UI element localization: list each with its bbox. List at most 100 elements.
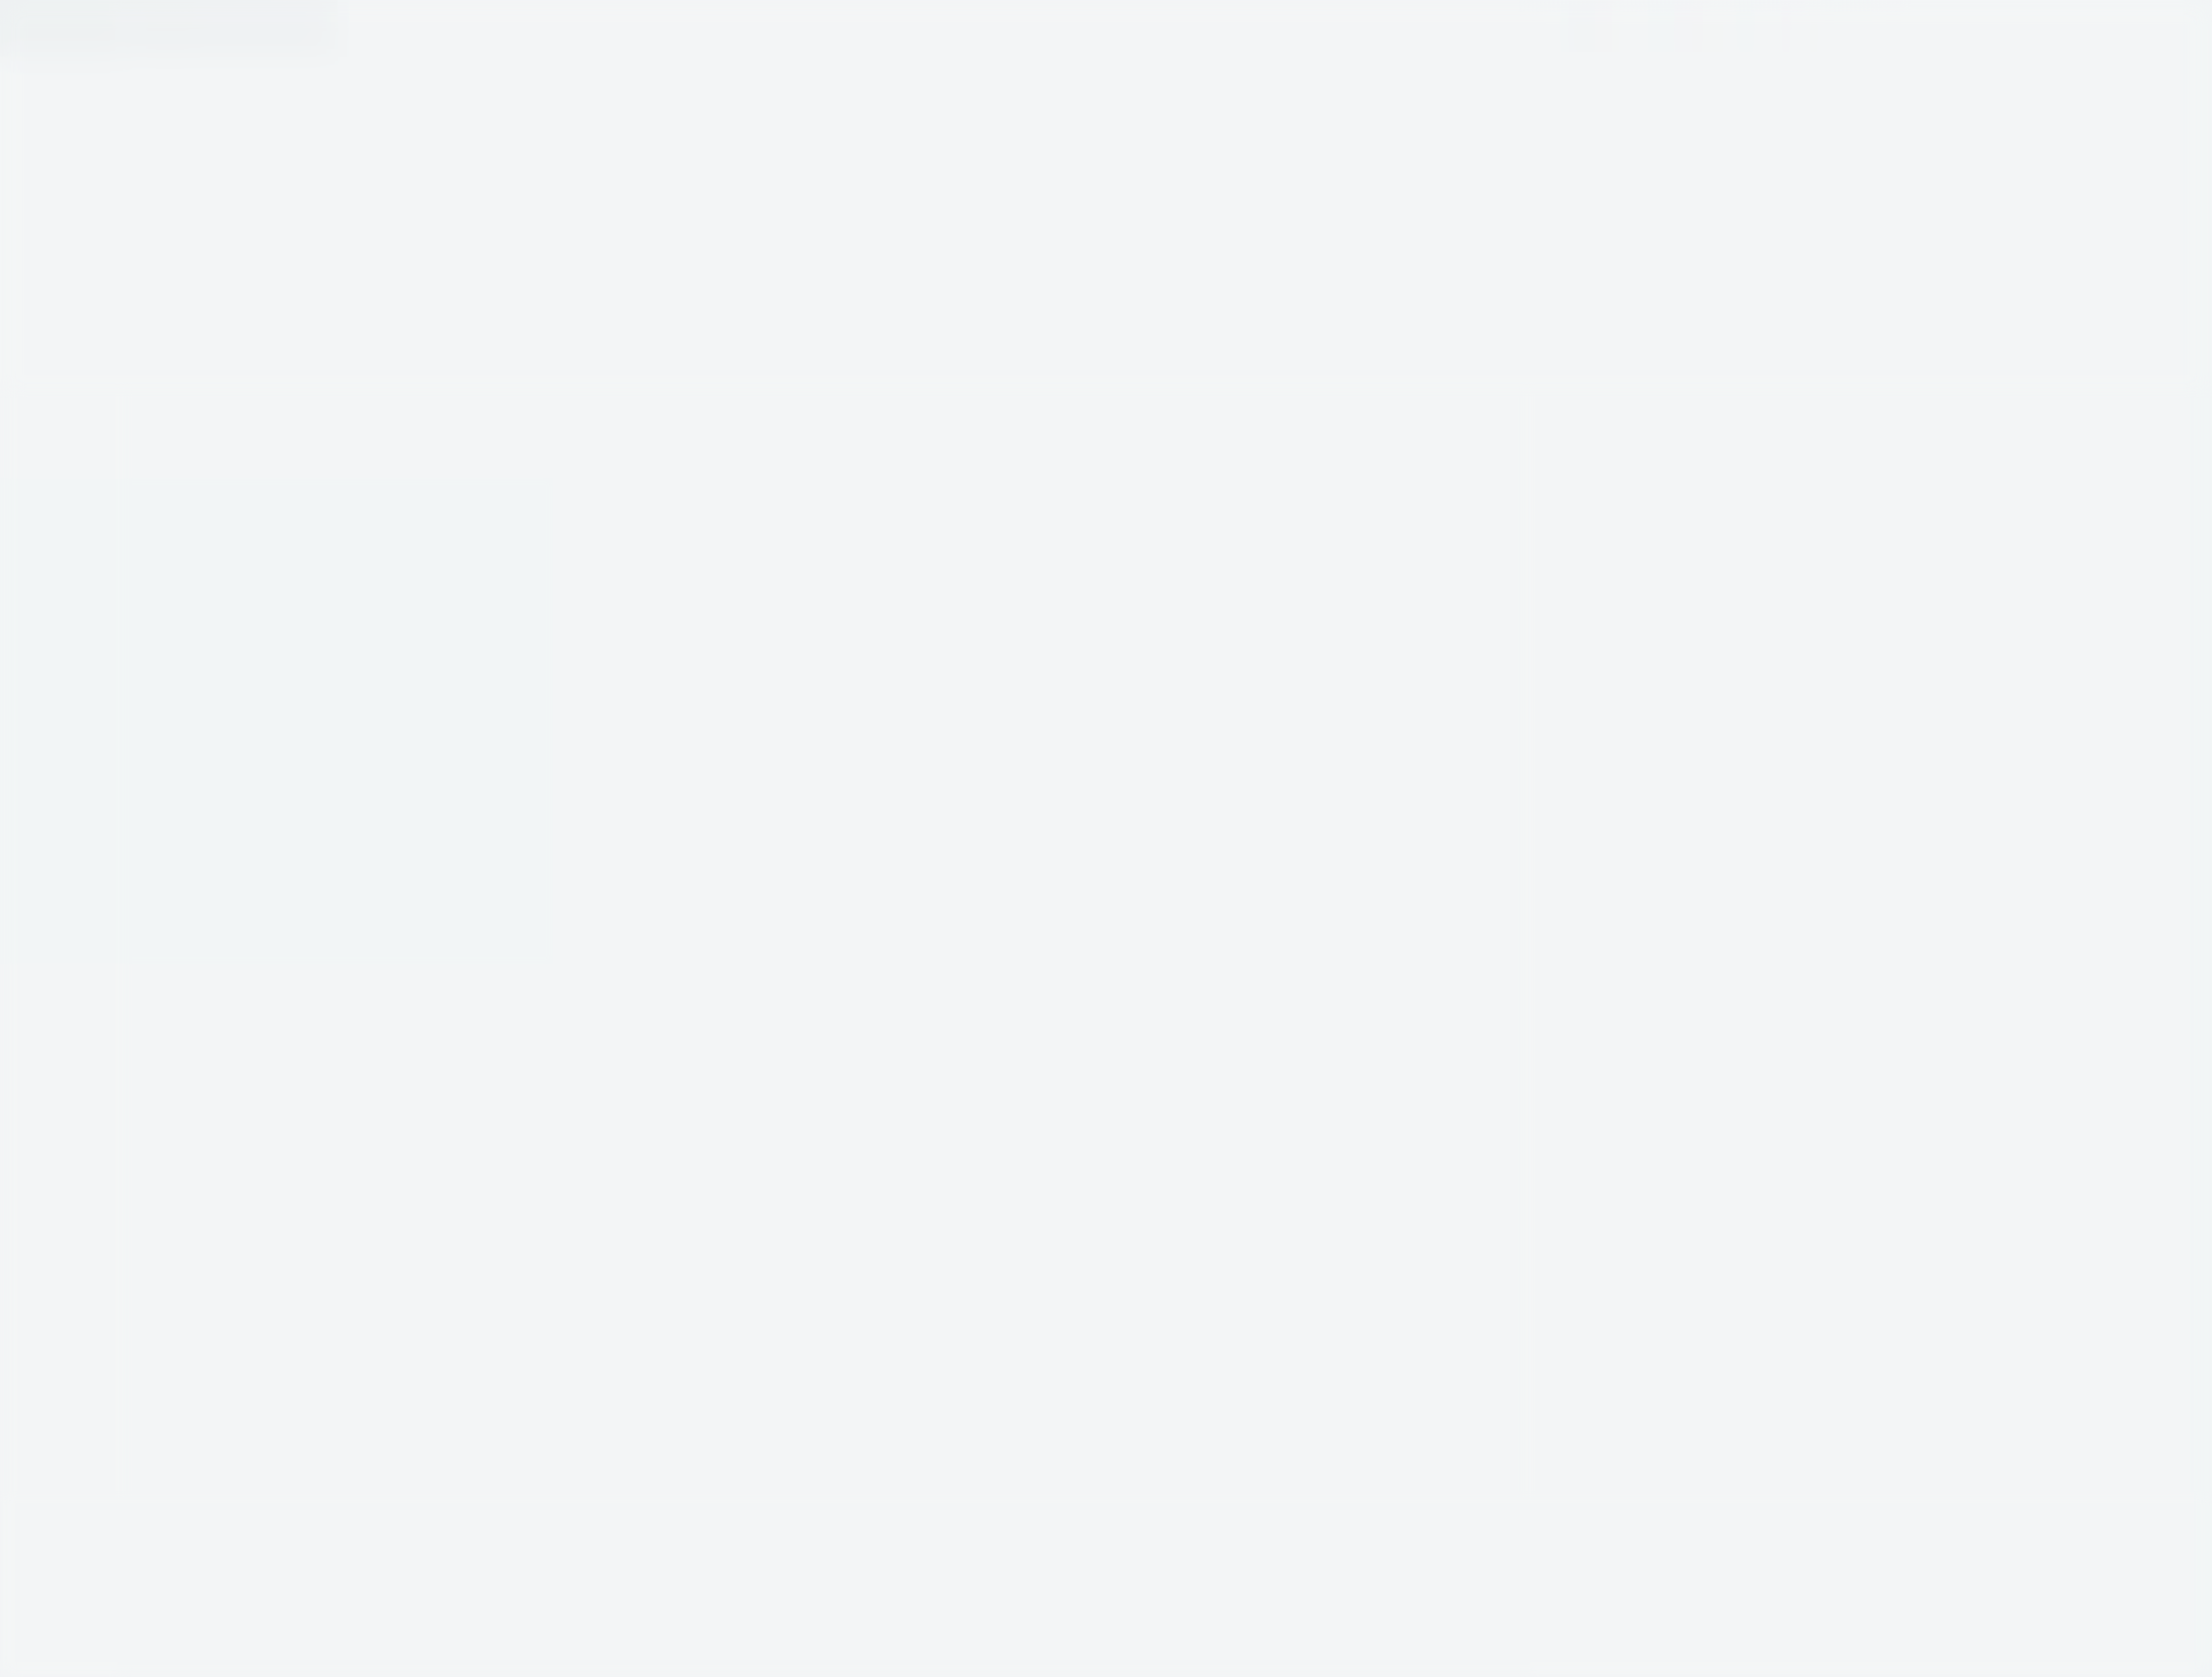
top-countries-list: United States 80 Canada 16 India 2 Pakistan 2 Br… (479, 569, 907, 925)
hbar-tick (1414, 779, 1426, 791)
users-per-minute-sparkline[interactable] (467, 381, 868, 499)
views-by-page-bar-chart[interactable] (1221, 336, 1547, 819)
realtime-status-pill[interactable] (795, 217, 872, 270)
sparkline-bar (855, 468, 865, 499)
hbar-bar (1298, 490, 1311, 527)
hbar-tick (1489, 776, 1501, 787)
hbar-tick (1336, 783, 1349, 794)
sparkline-bar (485, 445, 499, 487)
country-name: Canada (484, 657, 570, 686)
sparkline-bar (818, 455, 829, 498)
view-realtime-link[interactable]: View realtime → (790, 1013, 910, 1047)
hbar-label (1234, 568, 1305, 582)
hbar-row[interactable] (1229, 472, 1532, 548)
sparkline-bar (524, 384, 541, 488)
hbar-label (1222, 363, 1284, 381)
sparkline-bar (755, 452, 767, 496)
views-by-page-link[interactable] (1488, 904, 1550, 923)
insights-card: ✦ Insights These insights will appear he… (899, 216, 1238, 976)
sparkline-bar (842, 465, 853, 499)
country-name: India (488, 727, 542, 757)
realtime-user-count: 102 (458, 231, 577, 319)
sparkline-bar (469, 423, 484, 487)
country-bar (482, 629, 876, 633)
hbar-label (1230, 499, 1294, 515)
hbar-label (1246, 770, 1291, 785)
country-user-count: 2 (887, 786, 898, 806)
hbar-row[interactable] (1237, 608, 1539, 676)
top-countries-title: TOP COUNTRIES (476, 526, 659, 555)
hbar-bar (1320, 623, 1497, 660)
insights-title: Insights (948, 248, 1006, 275)
top-countries-header: TOP COUNTRIES USERS (476, 526, 885, 559)
placeholder-text-line (1168, 970, 1376, 1002)
hbar-row[interactable] (1244, 734, 1546, 812)
top-countries-row[interactable]: Canada 16 (483, 639, 895, 711)
check-circle-icon (808, 230, 831, 255)
sparkline-bar (665, 461, 677, 493)
country-user-count: 80 (867, 592, 886, 613)
sparkline-bar (829, 447, 841, 498)
country-name: Pakistan (493, 796, 586, 828)
hbar-bar (1284, 422, 1290, 460)
views-by-page-card: Views by Page title and screen class Pag… (1199, 221, 1568, 966)
sparkline-bar (596, 431, 610, 491)
screen-photo-scene: Average engagement time ? 51s Total reve… (0, 0, 2212, 1677)
warning-triangle-icon[interactable] (932, 1078, 947, 1094)
country-user-count: 2 (884, 721, 894, 742)
hbar-label (1238, 635, 1315, 649)
sparkline-bar (540, 411, 555, 489)
sparkline-bar (610, 432, 624, 491)
status-dot-icon (838, 239, 849, 250)
hbar-bar (1289, 356, 1294, 394)
sparkline-bar (679, 462, 690, 494)
top-countries-row[interactable]: United States 80 (479, 569, 891, 641)
country-name: Brazil (497, 867, 559, 899)
info-circle-icon[interactable] (958, 1074, 973, 1092)
sparkline-bar (637, 425, 651, 492)
hbar-bar (1310, 557, 1356, 595)
country-bar (499, 913, 505, 917)
insights-body: These insights will appear here soon. As … (931, 356, 1189, 515)
view-realtime-link-label: View realtime (790, 1016, 890, 1047)
hbar-row[interactable] (1233, 540, 1536, 610)
placeholder-link[interactable] (1407, 1141, 1511, 1169)
sparkline-bar (650, 435, 664, 493)
defocus-far-right (2190, 0, 2212, 1677)
views-column-header (1487, 314, 1516, 334)
display-surface: Average engagement time ? 51s Total reve… (0, 0, 2020, 1677)
placeholder-text-line (1179, 1134, 1365, 1172)
country-bar (495, 843, 507, 847)
sparkline-bar (554, 412, 569, 490)
top-card-placeholder-2 (0, 0, 276, 8)
top-countries-users-column-header: USERS (835, 540, 885, 558)
realtime-card: USERS IN LAST 30 MINUTES 102 USERS PER M… (420, 157, 939, 1102)
users-per-minute-label: USERS PER MINUTE (465, 335, 684, 375)
placeholder-text-line (1172, 1034, 1344, 1065)
hbar-bar (1315, 687, 1504, 727)
country-name: United States (480, 587, 624, 615)
country-bar (487, 699, 572, 705)
placeholder-block (1418, 989, 1450, 1031)
hbar-tick (1375, 781, 1388, 792)
sparkline-bar (792, 444, 805, 497)
sparkline-bar (741, 428, 755, 496)
view-all-insights-link[interactable]: View all insights (965, 926, 1060, 951)
metrics-card: Average engagement time ? 51s Total reve… (0, 0, 64, 1375)
hbar-label (1242, 702, 1310, 717)
sparkline-bar (568, 420, 583, 490)
hbar-row[interactable] (1240, 672, 1543, 744)
sparkline-bar (511, 400, 527, 488)
hbar-tick (1525, 775, 1536, 785)
sparkline-bar (624, 441, 637, 492)
sparkline-bar (806, 472, 817, 498)
user-activity-over-time-label: User activity over time (564, 1197, 780, 1255)
sparkline-bar (730, 445, 742, 495)
bottom-right-card (1149, 931, 1551, 1234)
sparkline-bar (778, 408, 792, 497)
views-by-page-subtitle: Page title and screen class (1221, 292, 1350, 319)
sparkline-bar (498, 414, 513, 488)
hbar-tick (1452, 778, 1464, 789)
top-card-placeholder-3 (977, 0, 1618, 188)
views-by-page-title: Views by Page title and screen class (1218, 243, 1415, 282)
